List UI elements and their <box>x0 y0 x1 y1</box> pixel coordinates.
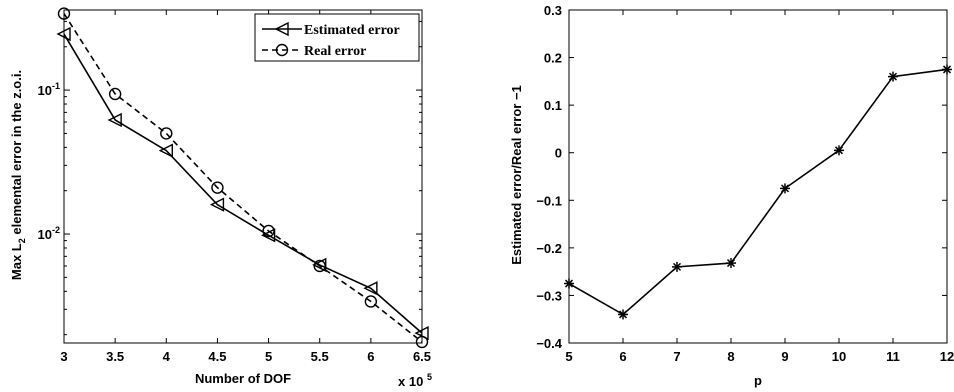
left-x-tick-label: 4.5 <box>208 349 226 364</box>
real-error-point <box>364 295 378 308</box>
ratio-point <box>726 258 736 269</box>
right-y-axis-label: Estimated error/Real error −1 <box>509 85 524 265</box>
left-y-label-suffix: elemental error in the z.o.i. <box>9 70 24 238</box>
left-x-tick-label: 3.5 <box>106 349 124 364</box>
right-x-axis-label: p <box>754 373 762 388</box>
left-y-label-sub: 2 <box>17 238 27 243</box>
right-x-tick-label: 12 <box>940 349 954 364</box>
estimated-error-point <box>209 197 225 212</box>
legend-estimated-label: Estimated error <box>304 23 400 38</box>
estimated-error-point <box>261 228 276 243</box>
right-y-tick-label: −0.3 <box>536 288 562 303</box>
right-x-tick-label: 5 <box>565 349 572 364</box>
estimated-error-line <box>63 33 423 334</box>
left-y-axis-label: Max L2 elemental error in the z.o.i. <box>9 70 27 280</box>
left-y-tick-exp: -2 <box>52 225 60 235</box>
left-x-tick-label: 4 <box>163 349 171 364</box>
left-y-tick-label: 10-2 <box>38 225 60 242</box>
ratio-point <box>888 71 898 82</box>
left-y-tick-exp: -1 <box>52 81 60 91</box>
legend-triangle-icon <box>274 21 289 37</box>
estimated-error-point <box>363 281 378 296</box>
left-x-tick-label: 3 <box>60 349 67 364</box>
ratio-point <box>942 64 952 75</box>
right-y-tick-label: −0.2 <box>536 241 562 256</box>
right-x-tick-label: 10 <box>832 349 846 364</box>
left-x-tick-label: 6 <box>367 349 374 364</box>
right-chart: 5 6 7 8 9 10 11 12−0.4−0.3−0.2−0.100.10.20.3 p … <box>509 3 954 388</box>
left-y-tick-base: 10 <box>38 227 52 242</box>
right-x-tick-label: 9 <box>781 349 788 364</box>
real-error-point <box>415 335 429 349</box>
right-y-tick-label: −0.4 <box>536 336 562 351</box>
left-x-tick-label: 5.5 <box>311 349 329 364</box>
legend-circle-icon <box>275 43 289 57</box>
real-error-point <box>57 7 71 20</box>
estimated-error-point <box>107 112 122 128</box>
right-y-tick-label: 0 <box>555 146 562 161</box>
left-y-tick-base: 10 <box>38 83 52 98</box>
legend-real-label: Real error <box>304 44 366 59</box>
real-error-point <box>262 224 275 238</box>
ratio-line <box>568 68 948 316</box>
legend-box <box>254 13 420 62</box>
left-chart: 3 3.5 4 4.5 5 5.5 6 6.510-210-1 Estimated error… <box>9 7 432 389</box>
left-y-label-prefix: Max L <box>9 243 24 280</box>
right-x-tick-label: 8 <box>727 349 734 364</box>
estimated-error-point <box>158 143 173 158</box>
left-x-axis-label: Number of DOF <box>195 371 291 386</box>
right-y-tick-label: −0.1 <box>536 193 562 208</box>
left-x-scale-exp: 5 <box>427 372 432 382</box>
ratio-point <box>780 183 790 194</box>
right-y-tick-label: 0.3 <box>544 3 562 18</box>
right-x-tick-label: 7 <box>673 349 680 364</box>
right-y-tick-label: 0.1 <box>544 98 562 113</box>
ratio-point <box>834 145 844 156</box>
left-plot-frame <box>63 9 423 344</box>
real-error-line <box>63 13 423 343</box>
real-error-point <box>211 181 224 194</box>
right-y-tick-label: 0.2 <box>544 51 562 66</box>
right-x-tick-label: 6 <box>619 349 626 364</box>
left-y-tick-label: 10-1 <box>38 81 60 98</box>
ratio-point <box>618 309 628 320</box>
real-error-point <box>108 87 122 101</box>
estimated-error-point <box>56 26 71 42</box>
left-x-tick-label: 5 <box>265 349 272 364</box>
right-x-tick-label: 11 <box>886 349 900 364</box>
left-legend: Estimated error Real error <box>254 13 420 62</box>
left-x-tick-label: 6.5 <box>413 349 431 364</box>
real-error-point <box>313 259 326 273</box>
right-plot-frame <box>568 9 948 344</box>
real-error-point <box>160 127 173 140</box>
left-x-scale-label: x 10 <box>398 374 423 389</box>
ratio-point <box>672 261 682 272</box>
ratio-point <box>564 278 574 289</box>
